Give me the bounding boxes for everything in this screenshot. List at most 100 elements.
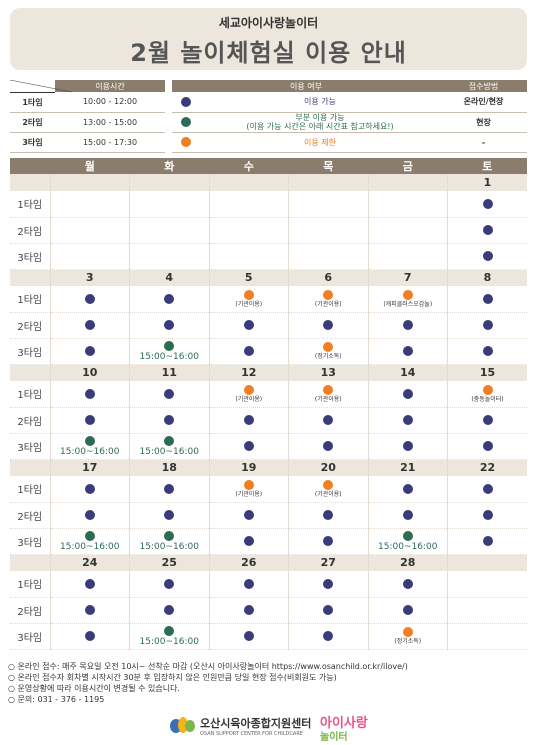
- empty-cell: [447, 623, 527, 650]
- slot-time: 15:00~16:00: [139, 541, 199, 552]
- slot-cell: [129, 476, 210, 503]
- navy-dot-icon: [181, 96, 191, 107]
- slot-cell: [50, 476, 130, 503]
- date-row-corner: [10, 174, 51, 191]
- navy-dot-icon: [84, 605, 95, 615]
- slot-cell: [129, 312, 210, 339]
- date-cell: [50, 174, 130, 191]
- navy-dot-icon: [482, 320, 493, 330]
- date-cell: [368, 174, 448, 191]
- empty-cell: [368, 191, 448, 218]
- time-table-corner: [10, 80, 72, 93]
- navy-dot-icon: [482, 415, 493, 425]
- slot-cell: [209, 571, 289, 598]
- date-row-corner: [10, 269, 51, 286]
- navy-dot-icon: [402, 578, 413, 589]
- weekday-header: 금: [368, 158, 448, 174]
- green-dot-icon: [84, 435, 95, 446]
- slot-cell: [447, 528, 527, 555]
- date-cell: 25: [129, 554, 210, 571]
- slot-note: (캐피클러스오감놀): [383, 300, 433, 308]
- navy-dot-icon: [164, 388, 175, 399]
- slot-label: 1타임: [10, 286, 51, 313]
- empty-cell: [447, 571, 527, 598]
- green-dot-icon: [84, 530, 95, 541]
- footer-logos: 오산시육아종합지원센터 OSAN SUPPORT CENTER FOR CHIL…: [0, 712, 537, 743]
- slot-cell: [447, 407, 527, 434]
- date-cell: 1: [447, 174, 527, 191]
- status-text: 이용 제한: [304, 137, 336, 147]
- navy-dot-icon: [482, 198, 493, 209]
- time-range: 13:00 - 15:00: [55, 112, 165, 133]
- slot-row: 1타임: [10, 191, 527, 218]
- slot-label: 3타임: [10, 433, 51, 460]
- time-label: 2타임: [10, 112, 55, 133]
- slot-label: 2타임: [10, 312, 51, 339]
- slot-cell: [288, 528, 369, 555]
- time-label: 3타임: [10, 132, 55, 153]
- slot-time: 15:00~16:00: [139, 446, 199, 457]
- orange-dot-icon: [323, 384, 334, 395]
- empty-cell: [129, 243, 210, 270]
- status-row: 부분 이용 가능 (이용 가능 시간은 아래 시간표 참고하세요!) 현장: [172, 112, 527, 133]
- empty-cell: [209, 243, 289, 270]
- empty-cell: [368, 217, 448, 244]
- navy-dot-icon: [243, 510, 254, 520]
- slot-label: 2타임: [10, 502, 51, 529]
- slot-cell: [447, 217, 527, 244]
- time-table-header: 이용시간: [55, 80, 165, 92]
- date-cell: 26: [209, 554, 289, 571]
- empty-cell: [209, 217, 289, 244]
- slot-cell: [209, 338, 289, 365]
- navy-dot-icon: [402, 415, 413, 425]
- slot-note: (기관이용): [314, 490, 342, 498]
- date-cell: 11: [129, 364, 210, 381]
- navy-dot-icon: [243, 578, 254, 589]
- slot-cell: (기관이용): [288, 381, 369, 408]
- slot-cell: [288, 571, 369, 598]
- empty-cell: [209, 191, 289, 218]
- orange-dot-icon: [243, 289, 254, 300]
- page-title: 2월 놀이체험실 이용 안내: [130, 39, 407, 67]
- slot-cell: 15:00~16:00: [50, 433, 130, 460]
- date-cell: 17: [50, 459, 130, 476]
- date-cell: 6: [288, 269, 369, 286]
- slot-row: 3타임: [10, 243, 527, 270]
- empty-cell: [368, 243, 448, 270]
- date-row: 17 18 19 20 21 22: [10, 459, 527, 476]
- slot-cell: (기관이용): [288, 476, 369, 503]
- slot-cell: (기관이용): [288, 286, 369, 313]
- empty-cell: [50, 191, 130, 218]
- org-logo: 오산시육아종합지원센터 OSAN SUPPORT CENTER FOR CHIL…: [170, 714, 311, 738]
- brand-line1: 아이사랑: [320, 716, 368, 731]
- status-method: 온라인/현장: [440, 92, 527, 113]
- slot-time: 15:00~16:00: [139, 636, 199, 647]
- navy-dot-icon: [84, 483, 95, 494]
- date-cell: 15: [447, 364, 527, 381]
- slot-cell: 15:00~16:00: [129, 528, 210, 555]
- slot-cell: 15:00~16:00: [129, 433, 210, 460]
- slot-cell: [129, 407, 210, 434]
- slot-row: 3타임 15:00~16:00 (정기소독): [10, 623, 527, 650]
- navy-dot-icon: [84, 346, 95, 356]
- navy-dot-icon: [84, 631, 95, 641]
- org-name-en: OSAN SUPPORT CENTER FOR CHILDCARE: [200, 731, 303, 737]
- status-subtext: (이용 가능 시간은 아래 시간표 참고하세요!): [246, 122, 394, 131]
- slot-cell: (정기소독): [368, 623, 448, 650]
- page-subtitle: 세교아이사랑놀이터: [218, 16, 319, 30]
- navy-dot-icon: [482, 293, 493, 304]
- navy-dot-icon: [482, 346, 493, 356]
- orange-dot-icon: [181, 137, 191, 147]
- date-cell: [209, 174, 289, 191]
- navy-dot-icon: [164, 578, 175, 589]
- empty-cell: [288, 243, 369, 270]
- date-row: 24 25 26 27 28: [10, 554, 527, 571]
- slot-row: 3타임 15:00~16:00 15:00~16:00 15:00~16:00: [10, 528, 527, 555]
- weekday-header: 월: [50, 158, 130, 174]
- slot-row: 2타임: [10, 312, 527, 339]
- date-cell: 21: [368, 459, 448, 476]
- slot-time: 15:00~16:00: [60, 446, 120, 457]
- orange-dot-icon: [243, 384, 254, 395]
- slot-cell: [288, 433, 369, 460]
- date-cell: 10: [50, 364, 130, 381]
